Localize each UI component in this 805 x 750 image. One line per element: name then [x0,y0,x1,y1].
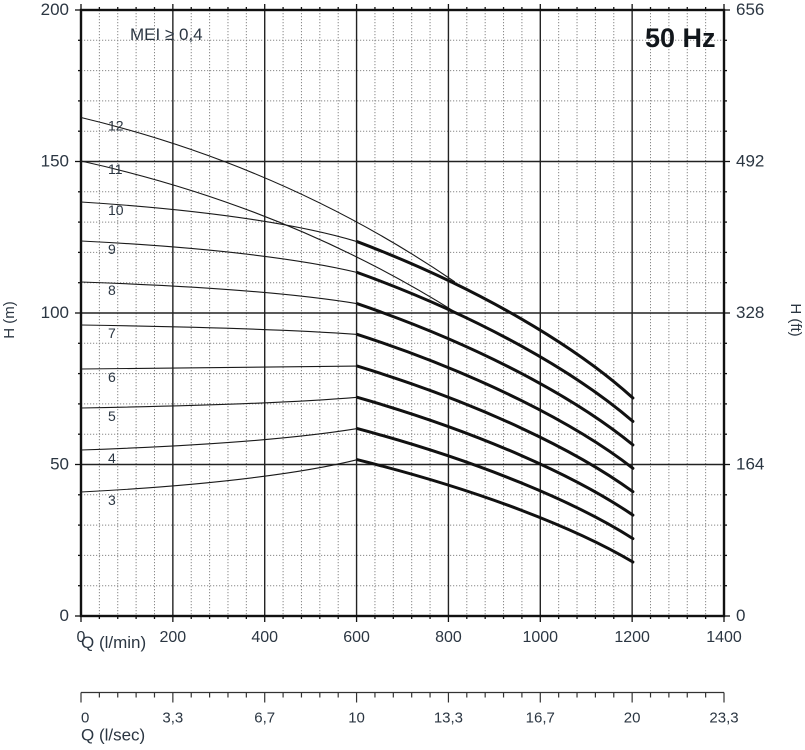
svg-text:16,7: 16,7 [526,710,555,727]
svg-text:Q (l/sec): Q (l/sec) [81,726,145,745]
svg-text:1000: 1000 [522,629,558,646]
svg-text:3,3: 3,3 [162,710,183,727]
svg-text:50: 50 [50,455,69,474]
svg-text:600: 600 [343,629,370,646]
svg-text:1200: 1200 [614,629,650,646]
svg-text:100: 100 [41,303,69,322]
svg-text:10: 10 [348,710,365,727]
svg-text:Q (l/min): Q (l/min) [81,633,146,652]
svg-text:MEI ≥ 0,4: MEI ≥ 0,4 [130,25,203,44]
svg-text:H (ft): H (ft) [787,303,804,336]
svg-text:0: 0 [736,606,745,625]
svg-text:656: 656 [736,0,764,19]
svg-text:0: 0 [60,606,69,625]
svg-text:20: 20 [624,710,641,727]
svg-text:164: 164 [736,455,764,474]
svg-text:23,3: 23,3 [709,710,738,727]
svg-text:50 Hz: 50 Hz [645,23,716,53]
svg-text:10: 10 [108,202,124,218]
svg-text:4: 4 [108,450,116,466]
svg-text:9: 9 [108,241,116,257]
svg-text:150: 150 [41,152,69,171]
svg-text:1400: 1400 [706,629,742,646]
svg-text:12: 12 [108,118,124,134]
svg-text:8: 8 [108,282,116,298]
svg-text:6: 6 [108,369,116,385]
svg-text:492: 492 [736,152,764,171]
svg-text:3: 3 [108,492,116,508]
svg-text:6,7: 6,7 [254,710,275,727]
svg-text:7: 7 [108,325,116,341]
svg-text:13,3: 13,3 [434,710,463,727]
svg-text:200: 200 [41,0,69,19]
svg-text:200: 200 [160,629,187,646]
svg-text:H (m): H (m) [1,301,18,339]
svg-text:0: 0 [81,710,89,727]
svg-text:11: 11 [108,161,123,177]
svg-text:5: 5 [108,408,116,424]
svg-text:328: 328 [736,303,764,322]
svg-text:400: 400 [251,629,278,646]
svg-text:800: 800 [435,629,462,646]
